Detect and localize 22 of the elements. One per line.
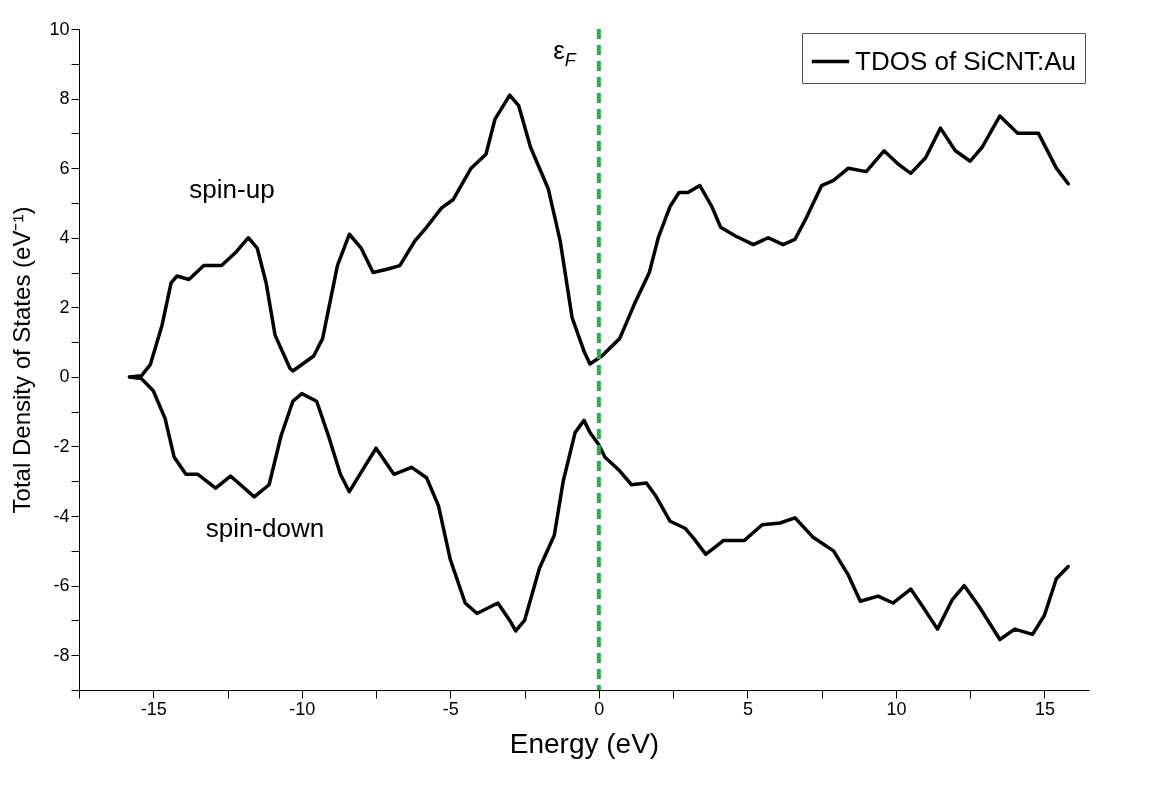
y-tick-label: -4 bbox=[53, 505, 70, 526]
x-tick-label: 5 bbox=[742, 698, 753, 719]
annotation: spin-down bbox=[205, 513, 325, 543]
x-tick-label: 10 bbox=[886, 698, 907, 719]
y-tick-label: -2 bbox=[53, 435, 70, 456]
y-tick-label: 10 bbox=[49, 18, 70, 39]
y-axis-title: Total Density of States (eV⁻¹) bbox=[8, 206, 36, 514]
y-tick-label: 2 bbox=[59, 296, 70, 317]
y-tick-label: 6 bbox=[59, 157, 70, 178]
y-tick-label: 8 bbox=[59, 88, 70, 109]
x-tick-label: 0 bbox=[594, 698, 605, 719]
legend-label: TDOS of SiCNT:Au bbox=[855, 45, 1077, 76]
y-tick-label: -8 bbox=[53, 644, 70, 665]
x-axis-title: Energy (eV) bbox=[509, 727, 660, 759]
y-tick-label: -6 bbox=[53, 575, 70, 596]
annotation: spin-up bbox=[189, 174, 275, 204]
x-tick-label: -10 bbox=[289, 698, 316, 719]
x-tick-label: -5 bbox=[442, 698, 459, 719]
x-tick-label: -15 bbox=[140, 698, 167, 719]
x-tick-label: 15 bbox=[1034, 698, 1055, 719]
y-tick-label: 0 bbox=[59, 366, 70, 387]
y-tick-label: 4 bbox=[59, 227, 70, 248]
